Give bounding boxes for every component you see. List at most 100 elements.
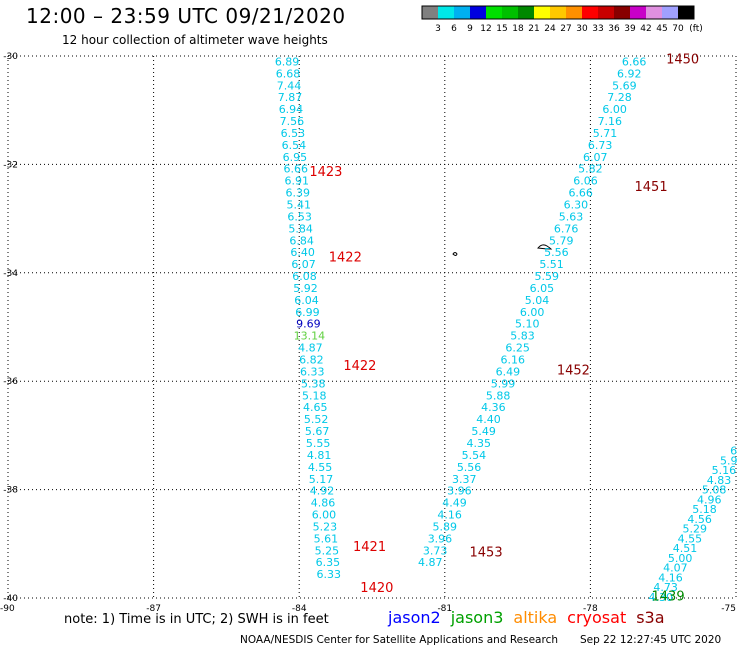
credit-text: NOAA/NESDIS Center for Satellite Applica… <box>240 634 558 646</box>
color-scale-label: 36 <box>608 24 620 34</box>
color-scale-label: 6 <box>451 24 457 34</box>
latitude-tick-label: -32 <box>3 160 18 170</box>
wave-height-value: 4.16 <box>658 571 683 584</box>
wave-height-value: 6.68 <box>276 67 301 80</box>
wave-height-value: 4.65 <box>303 401 328 414</box>
color-scale-label: 30 <box>576 24 588 34</box>
wave-height-value: 3.37 <box>452 473 477 486</box>
wave-height-value: 4.16 <box>437 509 462 522</box>
wave-height-value: 3.96 <box>447 485 472 498</box>
wave-height-value: 6.33 <box>317 568 342 581</box>
color-scale-label: 70 <box>672 24 684 34</box>
wave-height-value: 7.87 <box>278 91 303 104</box>
wave-height-value: 5.38 <box>301 377 326 390</box>
pass-time-label: 1421 <box>353 540 386 555</box>
wave-height-value: 6.35 <box>316 556 341 569</box>
wave-height-value: 4.07 <box>663 562 688 575</box>
pass-time-label: 1451 <box>635 180 668 195</box>
pass-time-label: 1420 <box>360 581 393 596</box>
wave-height-value: 6.82 <box>299 354 324 367</box>
wave-height-value: 6.73 <box>588 139 613 152</box>
wave-height-value: 4.51 <box>673 542 698 555</box>
color-swatch <box>662 6 678 19</box>
wave-height-value: 5.16 <box>712 464 737 477</box>
wave-height-value: 7.16 <box>598 115 623 128</box>
wave-height-value: 5.88 <box>486 389 511 402</box>
wave-height-value: 4.87 <box>418 556 443 569</box>
wave-height-value: 5.49 <box>471 425 496 438</box>
wave-height-value: 5.84 <box>288 222 313 235</box>
color-swatch <box>630 6 646 19</box>
wave-height-value: 6.92 <box>617 67 642 80</box>
wave-height-value: 6.33 <box>300 365 325 378</box>
wave-height-value: 4.36 <box>481 401 506 414</box>
wave-height-value: 4.49 <box>442 497 467 510</box>
color-swatch <box>422 6 438 19</box>
wave-height-value: 5.61 <box>314 532 339 545</box>
color-scale-legend: 3 6 9 12 15 18 21 24 27 30 33 36 39 42 45 70 (ft) <box>421 5 703 34</box>
wave-height-value: 5.17 <box>309 473 334 486</box>
color-swatch <box>566 6 582 19</box>
wave-height-value: 13.14 <box>294 330 326 343</box>
wave-height-value: 5.67 <box>305 425 330 438</box>
pass-time-label: 1439 <box>652 589 685 604</box>
pass-time-label: 1423 <box>309 165 342 180</box>
wave-height-value: 6.54 <box>282 139 307 152</box>
wave-height-value: 6.76 <box>554 222 579 235</box>
axis-tick-labels: -30 -32 -34 -36 -38 -40-90 -87 -84 -81 -78 -75 <box>0 52 736 614</box>
pass-time-label: 1450 <box>666 53 699 68</box>
wave-height-value: 5.04 <box>525 294 550 307</box>
wave-height-value: 7.28 <box>607 91 632 104</box>
color-scale-label: 12 <box>480 24 491 34</box>
latitude-tick-label: -30 <box>3 52 18 62</box>
satellite-name-altika: altika <box>513 608 558 627</box>
page-subtitle: 12 hour collection of altimeter wave hei… <box>62 33 328 47</box>
wave-height-value: 6.66 <box>622 55 647 68</box>
satellite-name-s3a: s3a <box>636 608 665 627</box>
wave-height-value: 6.08 <box>292 270 317 283</box>
wave-height-value: 6.66 <box>284 163 309 176</box>
color-scale-label: 21 <box>528 24 539 34</box>
wave-height-value: 5.99 <box>491 377 516 390</box>
wave-height-value: 4.55 <box>678 532 703 545</box>
longitude-tick-label: -84 <box>292 604 307 614</box>
wave-height-value: 4.73 <box>653 581 678 594</box>
color-scale-unit: (ft) <box>689 24 703 34</box>
wave-height-value: 5.10 <box>515 318 540 331</box>
wave-height-value: 4.35 <box>467 437 492 450</box>
wave-height-value: 6.30 <box>564 199 589 212</box>
color-swatch <box>678 6 694 19</box>
wave-height-value: 4.83 <box>707 474 732 487</box>
wave-height-value: 4.87 <box>298 342 323 355</box>
wave-height-value: 6.00 <box>312 509 337 522</box>
color-swatch <box>486 6 502 19</box>
wave-height-value: 5.9 <box>720 454 738 467</box>
wave-height-value: 4.86 <box>311 497 336 510</box>
wave-height-value: 5.59 <box>534 270 559 283</box>
wave-height-value: 4.30 <box>649 591 674 604</box>
wave-height-value: 5.54 <box>462 449 487 462</box>
wave-height-value: 5.56 <box>544 246 569 259</box>
wave-height-value: 6.99 <box>295 306 320 319</box>
wave-height-value: 3.96 <box>428 532 453 545</box>
wave-height-value: 5.69 <box>612 79 637 92</box>
color-scale-label: 15 <box>496 24 507 34</box>
color-scale-label: 3 <box>435 24 441 34</box>
color-scale-label: 18 <box>512 24 524 34</box>
wave-height-value: 6.06 <box>573 175 598 188</box>
wave-height-value: 5.18 <box>692 503 717 516</box>
wave-height-value: 5.82 <box>578 163 603 176</box>
wave-height-value: 5.29 <box>682 523 707 536</box>
wave-height-value: 5.23 <box>313 520 338 533</box>
wave-height-value: 4.96 <box>697 493 722 506</box>
wave-height-value: 5.71 <box>593 127 618 140</box>
wave-height-value: 5.52 <box>304 413 329 426</box>
wave-height-value: 5.25 <box>315 544 340 557</box>
color-swatch <box>646 6 662 19</box>
wave-height-value: 6.84 <box>289 234 314 247</box>
wave-height-value: 5.00 <box>668 552 693 565</box>
color-scale-label: 9 <box>467 24 473 34</box>
wave-height-value: 6.00 <box>520 306 545 319</box>
wave-height-value: 5.89 <box>433 520 458 533</box>
